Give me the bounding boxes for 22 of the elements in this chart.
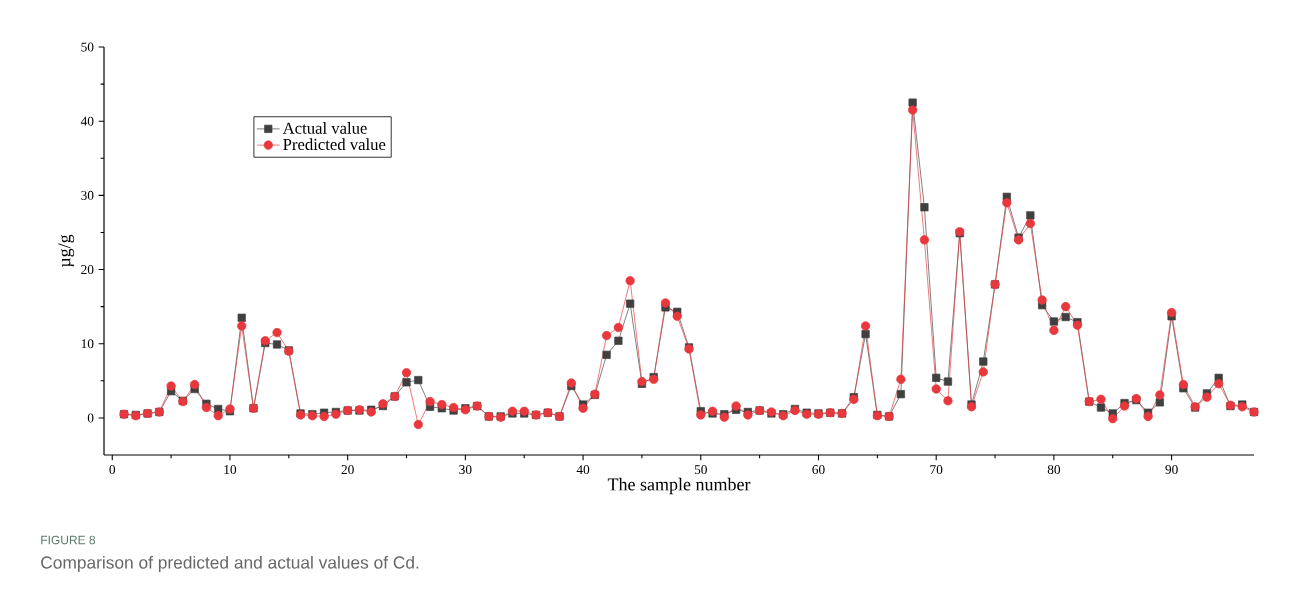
legend-label: Actual value <box>282 122 367 134</box>
y-tick-label: 0 <box>87 413 94 423</box>
y-axis-title: µg/g <box>58 234 75 268</box>
x-tick-label: 50 <box>694 465 707 475</box>
x-tick-label: 90 <box>1165 465 1178 475</box>
x-tick-label: 0 <box>109 465 116 475</box>
text: Comparison of predicted and actual values of Cd. <box>41 555 419 573</box>
y-tick-label: 50 <box>81 42 94 52</box>
y-tick-label: 40 <box>80 116 94 126</box>
caption: FIGURE 8 <box>41 535 96 545</box>
x-tick-label: 10 <box>224 465 237 475</box>
legend-label: Predicted value <box>283 138 386 151</box>
y-tick-label: 30 <box>81 190 94 200</box>
y-tick-label: 10 <box>81 339 94 349</box>
y-tick-label: 20 <box>81 265 94 275</box>
x-tick-label: 70 <box>930 465 943 475</box>
x-axis-title: The sample number <box>607 477 751 495</box>
x-tick-label: 20 <box>341 465 354 475</box>
x-tick-label: 60 <box>812 465 825 475</box>
x-tick-label: 30 <box>459 465 472 475</box>
x-tick-label: 80 <box>1047 465 1061 475</box>
x-tick-label: 40 <box>576 465 590 475</box>
